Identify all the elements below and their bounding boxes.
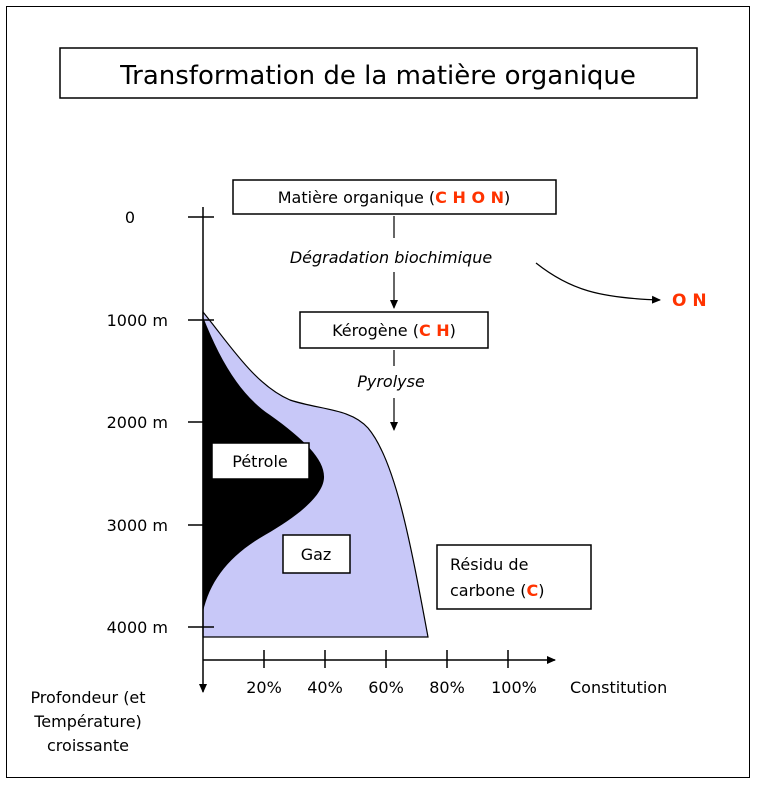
- composition-axis-label: Constitution: [570, 678, 667, 697]
- depth-label-line1: Profondeur (et: [30, 688, 145, 707]
- depth-tick-4000: 4000 m: [107, 618, 168, 637]
- lost-elements-arrow: [535, 262, 661, 304]
- gaz-label-box: [282, 534, 351, 574]
- depth-tick-0: 0: [125, 208, 135, 227]
- petrole-label-box: [211, 442, 310, 480]
- composition-tick-80: 80%: [429, 678, 465, 697]
- diagram-title: Transformation de la matière organique: [119, 61, 636, 91]
- matiere-organique-box: [232, 179, 557, 215]
- depth-tick-2000: 2000 m: [107, 413, 168, 432]
- degradation-label: Dégradation biochimique: [290, 248, 493, 267]
- depth-label-line2: Température): [33, 712, 142, 731]
- lost-elements-label: O N: [672, 291, 707, 311]
- depth-label-line3: croissante: [47, 736, 129, 755]
- kerogene-box: [299, 311, 489, 349]
- residu-label-line2: carbone (C): [450, 581, 544, 600]
- gaz-label: Gaz: [301, 545, 332, 564]
- depth-tick-marks: [188, 216, 214, 628]
- composition-tick-marks: [263, 650, 509, 668]
- pyrolyse-label: Pyrolyse: [357, 372, 425, 391]
- kerogene-label: Kérogène (C H): [332, 321, 456, 340]
- matiere-organique-label: Matière organique (C H O N): [278, 188, 511, 207]
- composition-tick-100: 100%: [491, 678, 537, 697]
- petrole-label: Pétrole: [232, 452, 288, 471]
- diagram-frame: [6, 6, 750, 778]
- depth-tick-3000: 3000 m: [107, 516, 168, 535]
- composition-tick-20: 20%: [246, 678, 282, 697]
- composition-tick-60: 60%: [368, 678, 404, 697]
- title-box: [59, 47, 698, 99]
- depth-tick-1000: 1000 m: [107, 311, 168, 330]
- residu-carbone-box: [436, 544, 592, 610]
- residu-label-line1: Résidu de: [450, 555, 528, 574]
- composition-tick-40: 40%: [307, 678, 343, 697]
